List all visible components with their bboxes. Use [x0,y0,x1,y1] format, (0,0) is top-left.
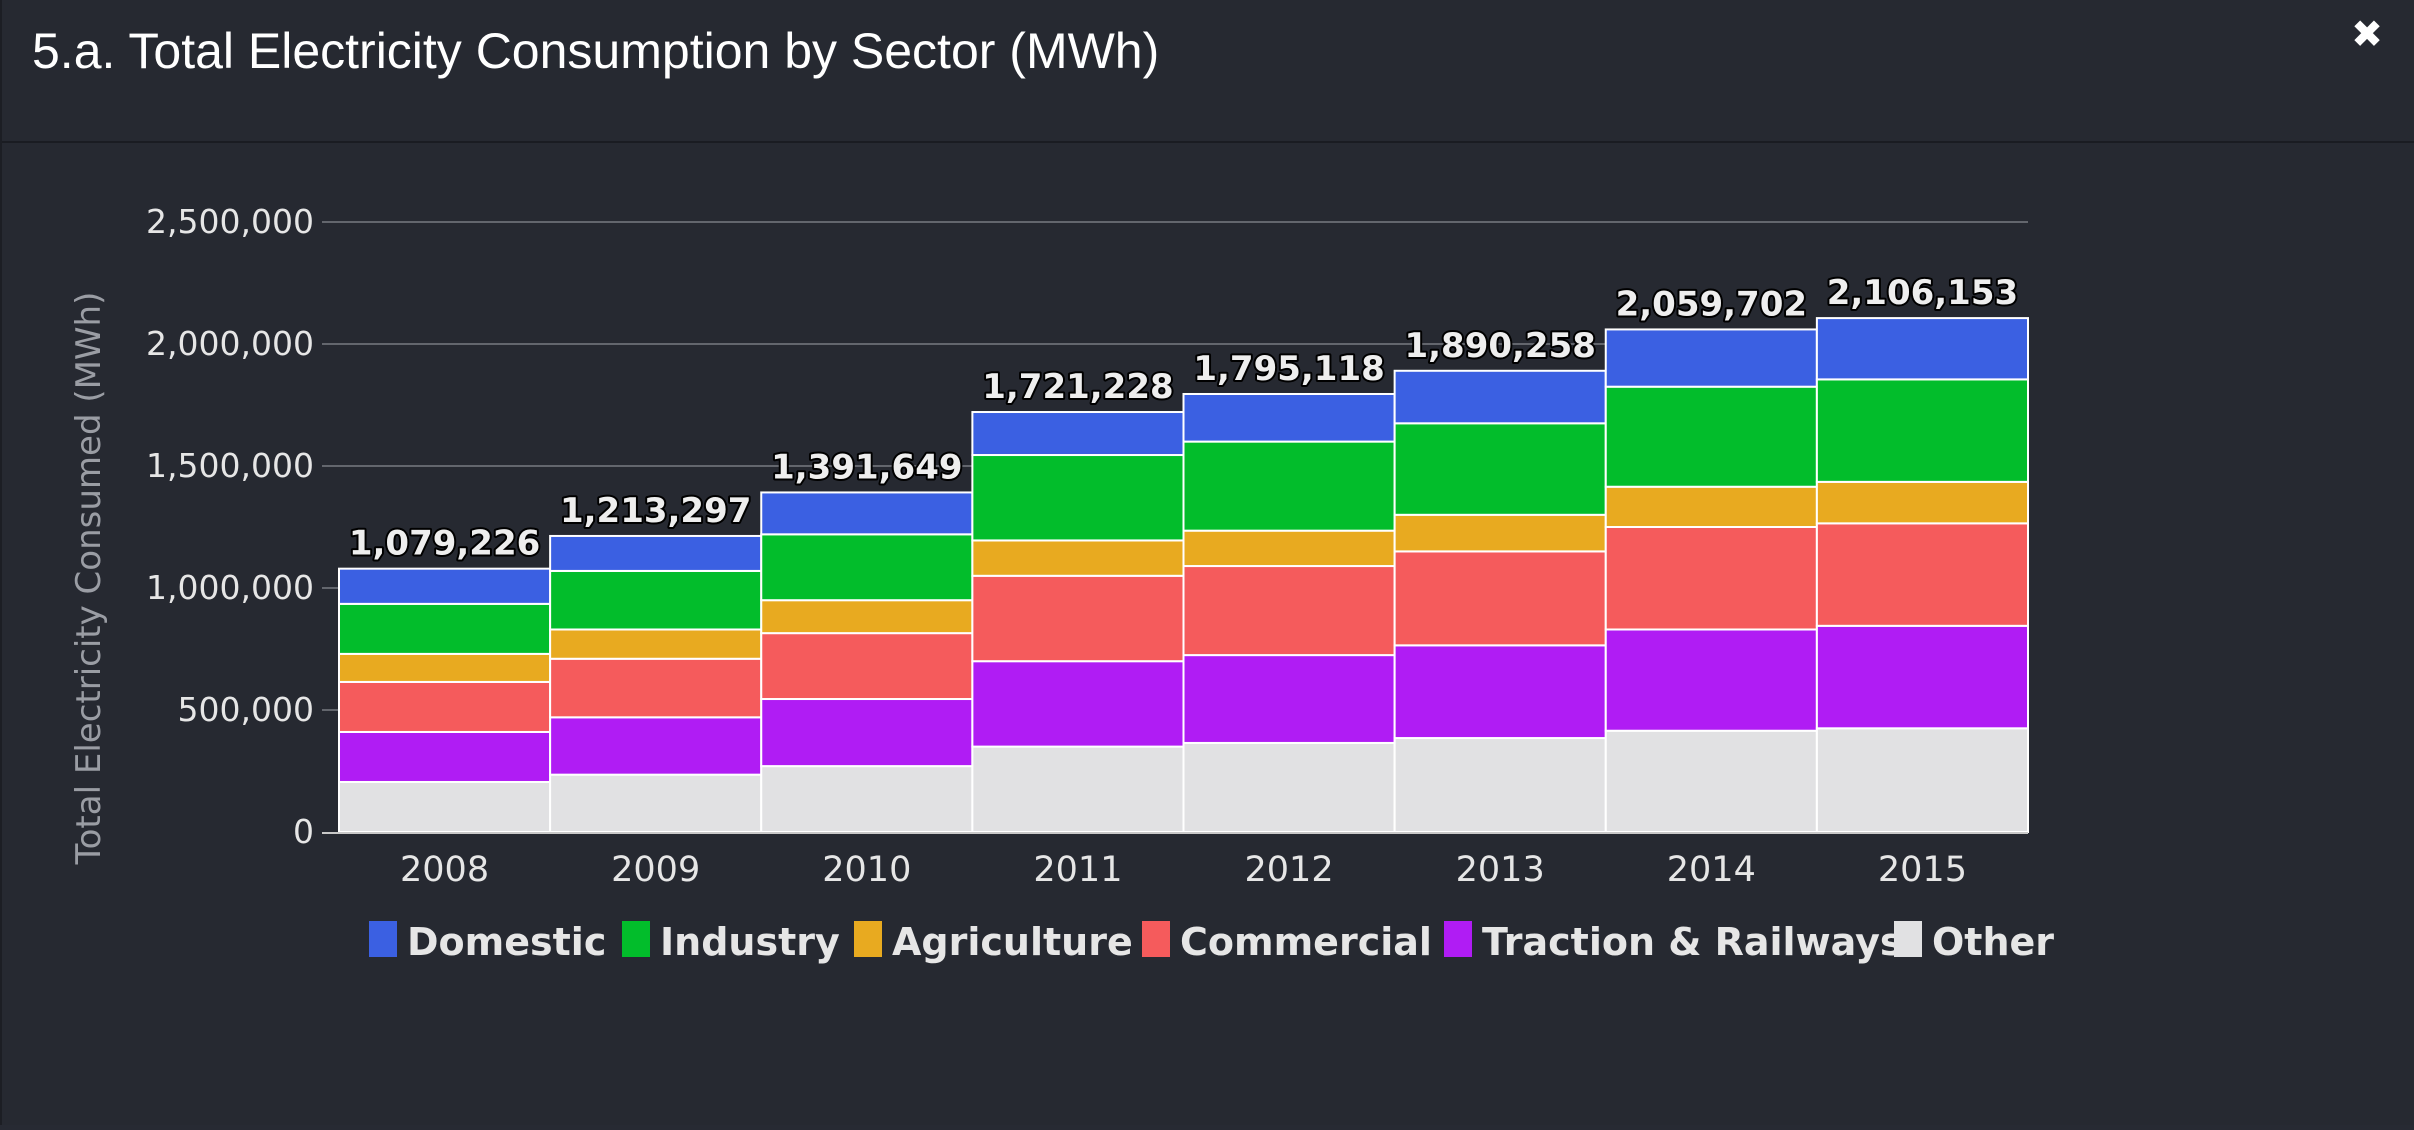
bar-domestic-2011[interactable] [971,411,1185,457]
legend-swatch-other [1894,921,1922,957]
bar-commercial-2008[interactable] [338,680,552,733]
bar-traction-and-railways-2015[interactable] [1815,624,2029,730]
y-tick-label: 1,000,000 [146,568,314,607]
legend-label-other: Other [1932,920,2054,964]
total-label-2009: 1,213,297 [560,491,751,531]
x-tick-label: 2015 [1878,850,1967,890]
modal-header: 5.a. Total Electricity Consumption by Se… [2,0,2414,143]
close-icon[interactable]: ✖ [2351,12,2383,56]
legend-label-agriculture: Agriculture [892,920,1133,964]
bar-other-2010[interactable] [760,765,974,833]
chart-area: 0 500,000 1,000,000 1,500,000 2,000,000 2,500… [2,145,2414,1125]
bar-industry-2013[interactable] [1393,422,1607,516]
total-labels: 1,079,226 1,213,297 1,391,649 1,721,228 1,79… [347,271,2020,566]
total-label-2008: 1,079,226 [349,524,540,564]
bar-industry-2008[interactable] [338,602,552,655]
x-tick-label: 2011 [1033,850,1122,890]
y-tick-label: 1,500,000 [146,446,314,485]
bar-domestic-2015[interactable] [1815,317,2029,381]
bar-commercial-2009[interactable] [549,657,763,719]
bar-domestic-2013[interactable] [1393,369,1607,425]
bar-agriculture-2008[interactable] [338,652,552,683]
bar-commercial-2010[interactable] [760,632,974,701]
x-tick-label: 2009 [611,850,700,890]
bar-other-2013[interactable] [1393,737,1607,833]
bar-domestic-2010[interactable] [760,491,974,536]
bar-other-2011[interactable] [971,745,1185,833]
bar-industry-2014[interactable] [1604,385,1818,488]
bar-commercial-2012[interactable] [1182,565,1396,657]
bar-agriculture-2012[interactable] [1182,529,1396,568]
bar-industry-2011[interactable] [971,454,1185,542]
y-tick-label: 500,000 [178,690,314,729]
legend-label-commercial: Commercial [1180,920,1432,964]
x-tick-label: 2012 [1245,850,1334,890]
bar-traction-and-railways-2010[interactable] [760,698,974,768]
total-label-2014: 2,059,702 [1616,284,1807,324]
bar-industry-2012[interactable] [1182,440,1396,532]
bar-domestic-2014[interactable] [1604,328,1818,388]
legend-item-agriculture[interactable]: Agriculture [854,920,1133,964]
bar-agriculture-2015[interactable] [1815,480,2029,525]
legend-label-traction-and-railways: Traction & Railways [1482,920,1903,964]
legend-swatch-domestic [369,921,397,957]
bar-traction-and-railways-2013[interactable] [1393,644,1607,740]
x-tick-label: 2014 [1667,850,1756,890]
bar-other-2012[interactable] [1182,741,1396,833]
bar-other-2009[interactable] [549,773,763,833]
legend-item-domestic[interactable]: Domestic [369,920,606,964]
legend-swatch-traction-and-railways [1444,921,1472,957]
legend-label-industry: Industry [660,920,840,964]
bar-agriculture-2011[interactable] [971,539,1185,577]
bar-traction-and-railways-2014[interactable] [1604,628,1818,732]
bar-traction-and-railways-2012[interactable] [1182,654,1396,744]
legend-item-other[interactable]: Other [1894,920,2054,964]
modal-title: 5.a. Total Electricity Consumption by Se… [32,23,1160,79]
x-tick-label: 2008 [400,850,489,890]
bar-agriculture-2010[interactable] [760,599,974,635]
bar-traction-and-railways-2009[interactable] [549,716,763,776]
stacked-bar-chart: 0 500,000 1,000,000 1,500,000 2,000,000 2,500… [69,202,2054,964]
bar-traction-and-railways-2008[interactable] [338,730,552,783]
bar-commercial-2015[interactable] [1815,522,2029,627]
bars [338,317,2029,833]
bar-other-2008[interactable] [338,780,552,833]
legend-swatch-commercial [1142,921,1170,957]
total-label-2012: 1,795,118 [1193,349,1384,389]
x-tick-label: 2010 [822,850,911,890]
bar-agriculture-2009[interactable] [549,628,763,660]
legend: Domestic Industry Agriculture Commercial Tra… [369,920,2054,964]
bar-commercial-2011[interactable] [971,574,1185,663]
bar-commercial-2013[interactable] [1393,550,1607,647]
total-label-2010: 1,391,649 [771,447,962,487]
bar-industry-2009[interactable] [549,569,763,631]
y-tick-label: 2,000,000 [146,324,314,363]
y-tick-label: 2,500,000 [146,202,314,241]
legend-label-domestic: Domestic [407,920,606,964]
total-label-2015: 2,106,153 [1827,273,2018,313]
legend-swatch-industry [622,921,650,957]
bar-commercial-2014[interactable] [1604,526,1818,631]
bar-domestic-2009[interactable] [549,534,763,572]
legend-item-commercial[interactable]: Commercial [1142,920,1432,964]
legend-swatch-agriculture [854,921,882,957]
x-tick-label: 2013 [1456,850,1545,890]
y-axis-label: Total Electricity Consumed (MWh) [69,292,109,866]
bar-agriculture-2014[interactable] [1604,485,1818,528]
bar-traction-and-railways-2011[interactable] [971,660,1185,748]
bar-other-2014[interactable] [1604,729,1818,833]
total-label-2013: 1,890,258 [1404,326,1595,366]
bar-domestic-2008[interactable] [338,567,552,605]
axes: 0 500,000 1,000,000 1,500,000 2,000,000 2,500… [146,202,2028,890]
total-label-2011: 1,721,228 [982,367,1173,407]
bar-domestic-2012[interactable] [1182,392,1396,443]
legend-item-traction-and-railways[interactable]: Traction & Railways [1444,920,1903,964]
bar-industry-2015[interactable] [1815,378,2029,483]
bar-industry-2010[interactable] [760,533,974,602]
legend-item-industry[interactable]: Industry [622,920,840,964]
bar-other-2015[interactable] [1815,727,2029,833]
y-tick-label: 0 [293,812,314,851]
bar-agriculture-2013[interactable] [1393,513,1607,553]
